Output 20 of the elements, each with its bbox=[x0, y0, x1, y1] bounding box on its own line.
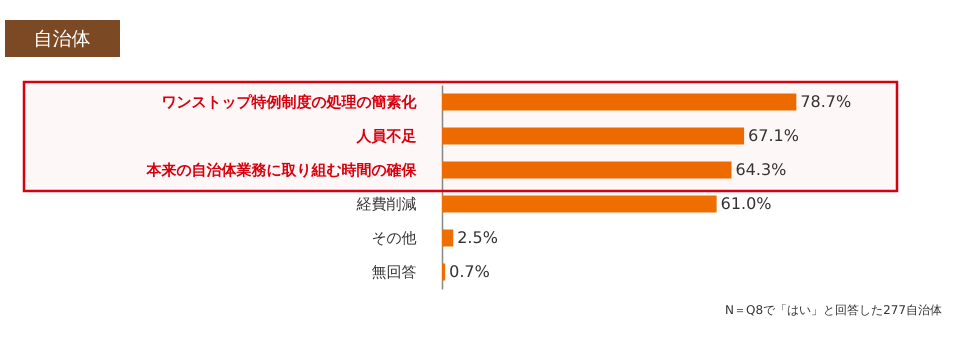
data-label: 0.7% bbox=[449, 262, 490, 281]
bar bbox=[442, 162, 732, 178]
bar bbox=[442, 230, 454, 246]
text: 自治体 bbox=[34, 28, 90, 50]
text: N＝Q8で「はい」と回答した277自治体 bbox=[725, 303, 942, 317]
data-label: 61.0% bbox=[720, 194, 772, 213]
y-tick-label: その他 bbox=[372, 229, 416, 247]
bar bbox=[442, 128, 744, 144]
bar bbox=[442, 196, 717, 212]
y-tick-label: 経費削減 bbox=[356, 195, 416, 213]
y-tick-label: ワンストップ特例制度の処理の簡素化 bbox=[162, 93, 418, 111]
bar bbox=[442, 264, 446, 280]
data-label: 78.7% bbox=[800, 92, 852, 111]
data-label: 2.5% bbox=[457, 228, 498, 247]
y-tick-label: 無回答 bbox=[372, 263, 416, 281]
y-tick-label: 本来の自治体業務に取り組む時間の確保 bbox=[146, 161, 418, 179]
data-label: 67.1% bbox=[748, 126, 799, 145]
y-tick-label: 人員不足 bbox=[356, 127, 416, 145]
bar bbox=[442, 94, 796, 110]
data-label: 64.3% bbox=[736, 160, 786, 179]
